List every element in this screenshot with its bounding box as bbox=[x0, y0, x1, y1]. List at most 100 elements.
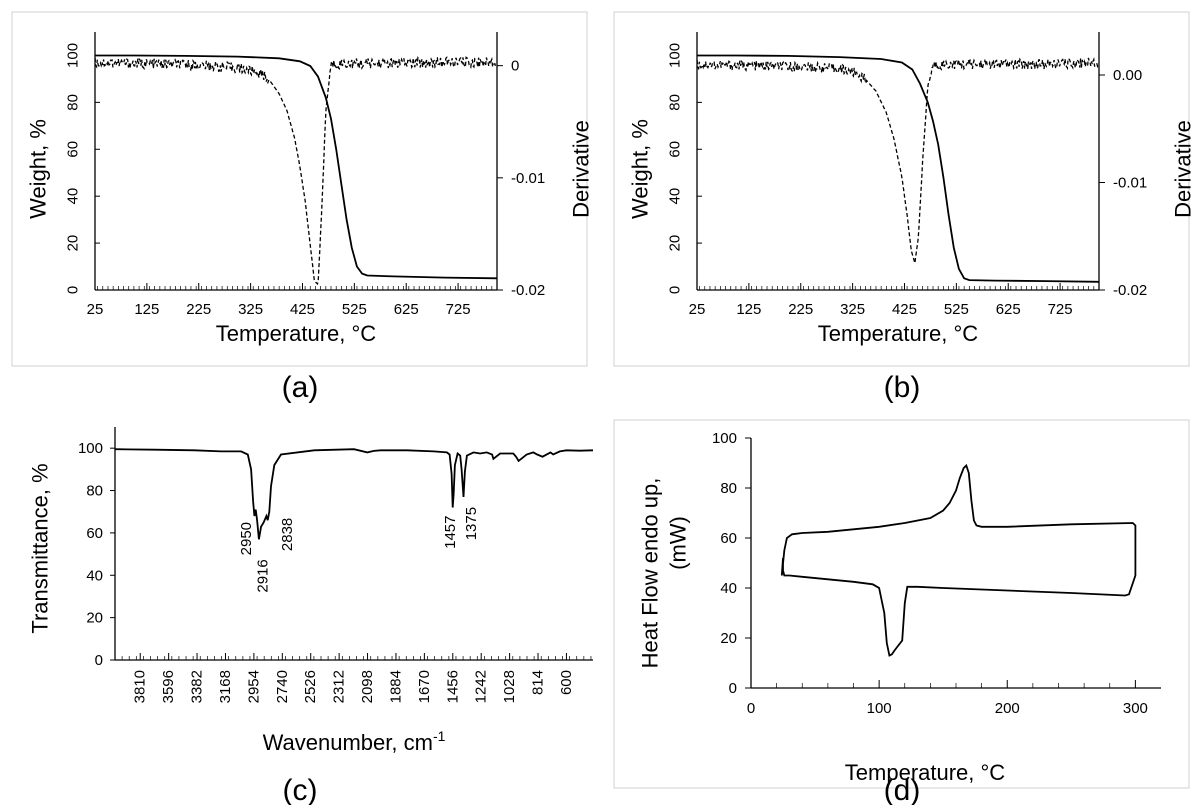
panel-a-frame bbox=[11, 11, 588, 367]
panel-a-y-tick-label: 20 bbox=[65, 235, 82, 252]
panel-a-y2-tick-label: -0.02 bbox=[511, 282, 545, 299]
panel-d-x-tick-label: 300 bbox=[1123, 700, 1148, 717]
panel-label-a: (a) bbox=[282, 371, 319, 404]
panel-b-x-tick-label: 725 bbox=[1048, 301, 1073, 318]
panel-a-x-tick-label: 25 bbox=[87, 301, 104, 318]
panel-c-x-tick-label: 2526 bbox=[302, 670, 319, 703]
panel-c-x-tick-label: 3168 bbox=[217, 670, 234, 703]
panel-c-y-tick-label: 20 bbox=[86, 610, 103, 627]
panel-d-y-tick-label: 100 bbox=[712, 430, 737, 447]
chart-panel-b: 25 125 225 325 425 525 625 725 0 20 40 60 80 100 0.00 -… bbox=[628, 32, 1194, 346]
panel-d-y-axis-label-line1: Heat Flow endo up, bbox=[638, 478, 663, 669]
panel-d-y-tick-label: 40 bbox=[720, 580, 737, 597]
panel-d-y-tick-label: 20 bbox=[720, 630, 737, 647]
panel-c-peak-label: 2838 bbox=[279, 518, 296, 551]
panel-a-y-axis-label: Weight, % bbox=[26, 119, 51, 219]
panel-c-x-tick-label: 1028 bbox=[501, 670, 518, 703]
panel-d-y-tick-label: 0 bbox=[729, 680, 737, 697]
panel-b-y2-axis-label: Derivative bbox=[1171, 120, 1194, 218]
panel-d-x-tick-label: 0 bbox=[747, 700, 755, 717]
panel-b-x-tick-label: 225 bbox=[788, 301, 813, 318]
panel-d-y-tick-label: 80 bbox=[720, 480, 737, 497]
panel-c-peak-label: 1457 bbox=[442, 515, 459, 548]
panel-c-peak-label: 1375 bbox=[463, 507, 480, 540]
panel-b-frame bbox=[613, 11, 1190, 367]
panel-a-y-tick-label: 40 bbox=[65, 188, 82, 205]
panel-b-weight-series bbox=[697, 54, 1100, 283]
chart-panel-d: 0 100 200 300 0 20 40 60 80 100 Temperature, °C Hea… bbox=[638, 430, 1161, 785]
panel-c-y-tick-label: 100 bbox=[78, 440, 103, 457]
panel-c-x-tick-label: 3596 bbox=[160, 670, 177, 703]
panel-c-x-axis-label-superscript: -1 bbox=[433, 728, 446, 744]
panel-b-x-tick-label: 125 bbox=[736, 301, 761, 318]
panel-a-x-tick-label: 425 bbox=[290, 301, 315, 318]
panel-a-x-tick-label: 325 bbox=[238, 301, 263, 318]
panel-label-c: (c) bbox=[283, 774, 318, 805]
panel-b-x-tick-label: 525 bbox=[944, 301, 969, 318]
panel-b-y-tick-label: 20 bbox=[667, 235, 684, 252]
panel-c-x-tick-label: 1242 bbox=[473, 670, 490, 703]
panel-a-x-tick-label: 225 bbox=[186, 301, 211, 318]
panel-c-peak-label: 2950 bbox=[238, 522, 255, 555]
panel-c-peak-label: 2916 bbox=[254, 559, 271, 592]
panel-a-y-tick-label: 0 bbox=[65, 286, 82, 294]
panel-a-x-tick-label: 125 bbox=[134, 301, 159, 318]
panel-c-y-tick-label: 40 bbox=[86, 567, 103, 584]
panel-c-x-tick-label: 1456 bbox=[444, 670, 461, 703]
panel-b-y-tick-label: 40 bbox=[667, 188, 684, 205]
panel-c-y-tick-label: 80 bbox=[86, 483, 103, 500]
panel-a-y-tick-label: 60 bbox=[65, 141, 82, 158]
panel-b-x-tick-label: 325 bbox=[840, 301, 865, 318]
chart-panel-a: 25 125 225 325 425 525 625 725 0 20 40 60 80 100 0 -0.0… bbox=[26, 32, 594, 346]
chart-panel-c: 3810 3596 3382 3168 2954 2740 2526 2312 2098 1884… bbox=[28, 427, 594, 755]
panel-c-y-tick-label: 60 bbox=[86, 525, 103, 542]
panel-d-x-tick-label: 200 bbox=[995, 700, 1020, 717]
panel-a-derivative-series bbox=[94, 56, 497, 286]
panel-a-y2-tick-label: 0 bbox=[511, 58, 519, 75]
panel-b-derivative-series bbox=[696, 57, 1099, 264]
panel-c-y-tick-label: 0 bbox=[95, 652, 103, 669]
panel-b-y-axis-label: Weight, % bbox=[628, 119, 653, 219]
panel-c-x-tick-label: 1884 bbox=[387, 670, 404, 703]
panel-d-y-tick-label: 60 bbox=[720, 530, 737, 547]
panel-c-spectrum-series bbox=[114, 448, 594, 540]
panel-b-y-tick-label: 100 bbox=[667, 43, 684, 68]
panel-a-weight-series bbox=[95, 54, 498, 280]
panel-a-x-tick-label: 525 bbox=[342, 301, 367, 318]
panel-b-x-tick-label: 625 bbox=[996, 301, 1021, 318]
panel-b-y2-tick-label: 0.00 bbox=[1113, 67, 1142, 84]
panel-c-x-tick-label: 2098 bbox=[359, 670, 376, 703]
panel-d-x-tick-label: 100 bbox=[867, 700, 892, 717]
panel-c-x-tick-label: 1670 bbox=[416, 670, 433, 703]
panel-b-y-tick-label: 0 bbox=[667, 286, 684, 294]
panel-d-x-axis-label: Temperature, °C bbox=[845, 760, 1006, 785]
panel-a-x-tick-label: 625 bbox=[394, 301, 419, 318]
panel-b-y2-tick-label: -0.02 bbox=[1113, 282, 1147, 299]
panel-a-x-tick-label: 725 bbox=[446, 301, 471, 318]
panel-a-y2-tick-label: -0.01 bbox=[511, 170, 545, 187]
panel-label-d: (d) bbox=[884, 774, 921, 805]
panel-d-heat-flow-series bbox=[780, 463, 1137, 657]
panel-b-x-tick-label: 25 bbox=[689, 301, 706, 318]
panel-label-b: (b) bbox=[884, 371, 921, 404]
panel-a-y2-axis-label: Derivative bbox=[569, 120, 594, 218]
panel-c-x-tick-label: 2740 bbox=[274, 670, 291, 703]
panel-c-x-tick-label: 2312 bbox=[331, 670, 348, 703]
panel-b-y-tick-label: 80 bbox=[667, 94, 684, 111]
panel-c-x-tick-label: 3810 bbox=[132, 670, 149, 703]
panel-c-x-axis-label: Wavenumber, cm-1 bbox=[263, 728, 446, 755]
panel-c-x-tick-label: 600 bbox=[558, 670, 575, 695]
panel-d-frame bbox=[613, 419, 1190, 789]
panel-c-y-axis-label: Transmittance, % bbox=[28, 463, 53, 633]
panel-a-x-axis-label: Temperature, °C bbox=[216, 321, 377, 346]
panel-b-x-tick-label: 425 bbox=[892, 301, 917, 318]
panel-c-x-tick-label: 814 bbox=[530, 670, 547, 695]
panel-a-y-tick-label: 100 bbox=[65, 43, 82, 68]
panel-a-y-tick-label: 80 bbox=[65, 94, 82, 111]
panel-d-y-axis-label-line2: (mW) bbox=[666, 516, 691, 570]
panel-b-y-tick-label: 60 bbox=[667, 141, 684, 158]
panel-c-x-tick-label: 3382 bbox=[189, 670, 206, 703]
panel-b-x-axis-label: Temperature, °C bbox=[818, 321, 979, 346]
panel-c-x-axis-label-main: Wavenumber, cm bbox=[263, 730, 433, 755]
